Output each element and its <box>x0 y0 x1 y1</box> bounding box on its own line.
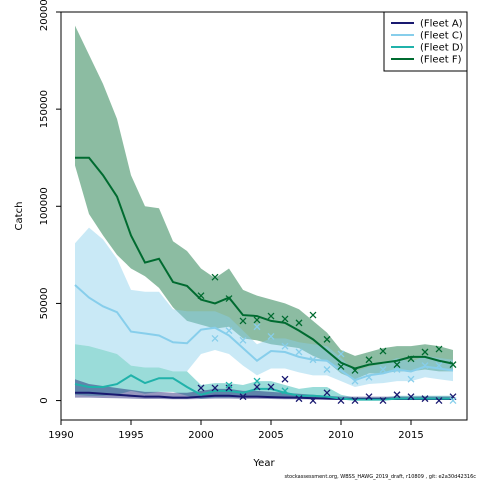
legend-label: (Fleet A) <box>420 19 463 30</box>
observed-point-fleeta <box>337 397 345 405</box>
x-axis-ticks: 1990 1995 2000 2005 2010 2015 <box>48 420 424 441</box>
series-lines <box>74 156 454 401</box>
observed-point-fleetf <box>253 316 261 324</box>
observed-point-fleeta <box>225 384 233 392</box>
observed-point-fleetc <box>239 336 247 344</box>
observed-point-fleeta <box>253 383 261 391</box>
observed-point-fleeta <box>197 384 205 392</box>
observed-point-fleeta <box>281 375 289 383</box>
observed-point-fleetf <box>407 355 415 363</box>
observed-point-fleeta <box>435 397 443 405</box>
y-tick-label: 50000 <box>39 288 50 320</box>
observed-point-fleetd <box>253 377 261 385</box>
x-tick-label: 1995 <box>118 430 143 441</box>
observed-point-fleeta <box>211 384 219 392</box>
observed-point-fleetf <box>351 366 359 374</box>
legend-label: (Fleet D) <box>420 43 464 54</box>
observed-point-fleetd <box>225 381 233 389</box>
observed-point-fleetf <box>323 335 331 343</box>
observed-point-fleetc <box>323 366 331 373</box>
band-fleetf <box>75 25 453 380</box>
observed-point-fleetf <box>197 292 205 300</box>
observed-point-fleetc <box>295 348 303 356</box>
observed-point-fleeta <box>295 395 303 403</box>
observed-markers <box>197 273 457 405</box>
observed-point-fleetf <box>393 361 401 369</box>
line-fleetf <box>75 156 454 370</box>
y-tick-label: 150000 <box>39 90 50 128</box>
observed-point-fleetf <box>267 312 275 320</box>
legend: (Fleet A)(Fleet C)(Fleet D)(Fleet F) <box>383 11 468 72</box>
observed-point-fleeta <box>239 393 247 401</box>
x-tick-label: 2010 <box>328 430 353 441</box>
observed-point-fleeta <box>351 397 359 405</box>
observed-point-fleetf <box>211 273 219 281</box>
observed-point-fleetf <box>281 315 289 323</box>
observed-point-fleeta <box>365 393 373 401</box>
observed-point-fleetf <box>225 295 233 303</box>
observed-point-fleeta <box>309 397 317 405</box>
observed-point-fleetf <box>421 348 429 356</box>
y-axis-ticks: 0 50000 100000 150000 200000 <box>39 0 61 404</box>
observed-point-fleetc <box>407 375 415 383</box>
observed-point-fleetc <box>309 356 317 364</box>
y-tick-label: 100000 <box>39 187 50 225</box>
observed-point-fleetc <box>281 342 289 350</box>
observed-point-fleetf <box>295 319 303 327</box>
observed-point-fleetc <box>435 362 443 370</box>
observed-point-fleeta <box>393 391 401 399</box>
confidence-bands <box>75 25 453 401</box>
line-fleetc <box>74 284 454 382</box>
observed-point-fleeta <box>421 395 429 403</box>
footnote: stockassessment.org, WBSS_HAWG_2019_draf… <box>284 474 476 480</box>
x-tick-label: 1990 <box>48 430 73 441</box>
x-tick-label: 2005 <box>258 430 283 441</box>
y-axis-title: Catch <box>14 202 25 231</box>
band-fleetd <box>75 344 453 401</box>
line-fleetd <box>74 374 453 401</box>
y-tick-label: 200000 <box>39 0 50 31</box>
observed-point-fleetf <box>309 311 317 319</box>
observed-point-fleetc <box>267 332 275 340</box>
observed-point-fleeta <box>379 397 387 405</box>
observed-point-fleetc <box>379 366 387 373</box>
band-fleetc <box>75 227 453 387</box>
observed-point-fleetf <box>365 356 373 364</box>
legend-label: (Fleet C) <box>420 31 463 42</box>
observed-point-fleetc <box>365 373 373 381</box>
x-tick-label: 2000 <box>188 430 213 441</box>
observed-point-fleetc <box>449 397 457 405</box>
observed-point-fleetf <box>239 317 247 325</box>
observed-point-fleetc <box>351 377 359 385</box>
observed-point-fleetf <box>337 363 345 371</box>
x-tick-label: 2015 <box>398 430 423 441</box>
band-fleeta <box>75 379 453 400</box>
observed-point-fleetc <box>421 362 429 370</box>
observed-point-fleetc <box>253 323 261 331</box>
legend-box <box>383 11 468 72</box>
observed-point-fleeta <box>407 393 415 401</box>
observed-point-fleetf <box>379 347 387 355</box>
observed-point-fleetf <box>435 345 443 353</box>
observed-point-fleeta <box>323 389 331 397</box>
observed-point-fleetc <box>225 327 233 335</box>
observed-point-fleetd <box>281 387 289 395</box>
y-tick-label: 0 <box>39 397 50 403</box>
observed-point-fleeta <box>267 383 275 391</box>
plot-frame <box>60 11 468 421</box>
observed-point-fleetf <box>449 361 457 369</box>
legend-label: (Fleet F) <box>420 55 462 66</box>
observed-point-fleetc <box>337 350 345 358</box>
x-axis-title: Year <box>252 458 275 469</box>
observed-point-fleetc <box>211 334 219 342</box>
